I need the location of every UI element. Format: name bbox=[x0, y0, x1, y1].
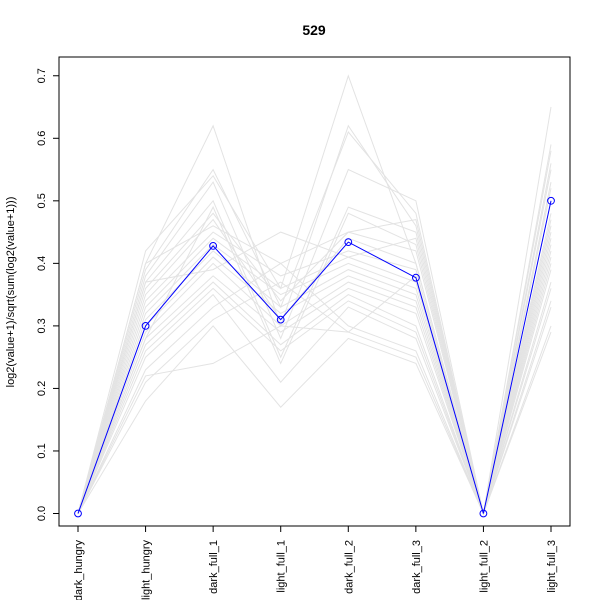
x-tick-label: light_hungry bbox=[141, 540, 153, 600]
x-tick-label: dark_hungry bbox=[73, 540, 85, 600]
x-axis: dark_hungry light_hungry dark_full_1 light_… bbox=[73, 526, 558, 601]
y-tick-label: 0.0 bbox=[36, 506, 48, 521]
chart-title: 529 bbox=[302, 22, 326, 38]
y-tick-label: 0.4 bbox=[36, 256, 48, 271]
background-series-line bbox=[77, 163, 552, 514]
y-tick-label: 0.5 bbox=[36, 193, 48, 208]
highlight-series-line bbox=[77, 200, 552, 514]
background-series-line bbox=[77, 263, 552, 516]
x-tick-label: light_full_3 bbox=[546, 540, 558, 593]
y-tick-label: 0.3 bbox=[36, 318, 48, 333]
x-tick-label: dark_full_1 bbox=[208, 540, 220, 594]
highlight-point bbox=[141, 322, 150, 330]
highlight-series-group bbox=[74, 196, 555, 518]
highlight-point bbox=[276, 315, 285, 324]
x-tick-label: dark_full_2 bbox=[343, 540, 355, 594]
plot-area-border bbox=[58, 56, 571, 527]
highlight-point bbox=[412, 273, 420, 282]
background-series-line bbox=[77, 225, 552, 514]
highlight-point bbox=[209, 242, 218, 250]
background-series-line bbox=[77, 325, 552, 515]
y-tick-label: 0.1 bbox=[36, 443, 48, 458]
x-tick-label: dark_full_3 bbox=[411, 540, 423, 594]
background-series-line bbox=[77, 168, 552, 514]
x-tick-label: light_full_1 bbox=[276, 540, 288, 593]
y-axis-label: log2(value+1)/sqrt(sum(log2(value+1))) bbox=[5, 197, 17, 388]
y-axis: 0.0 0.1 0.2 0.3 0.4 0.5 0.6 0.7 bbox=[36, 68, 59, 521]
y-tick-label: 0.7 bbox=[36, 68, 48, 83]
y-tick-label: 0.2 bbox=[36, 381, 48, 396]
y-tick-label: 0.6 bbox=[36, 131, 48, 146]
highlight-point bbox=[344, 238, 353, 247]
highlight-point bbox=[479, 509, 488, 518]
x-tick-label: light_full_2 bbox=[478, 540, 490, 593]
highlight-point bbox=[74, 509, 82, 518]
highlight-point bbox=[547, 196, 555, 205]
background-series-line bbox=[77, 288, 552, 516]
